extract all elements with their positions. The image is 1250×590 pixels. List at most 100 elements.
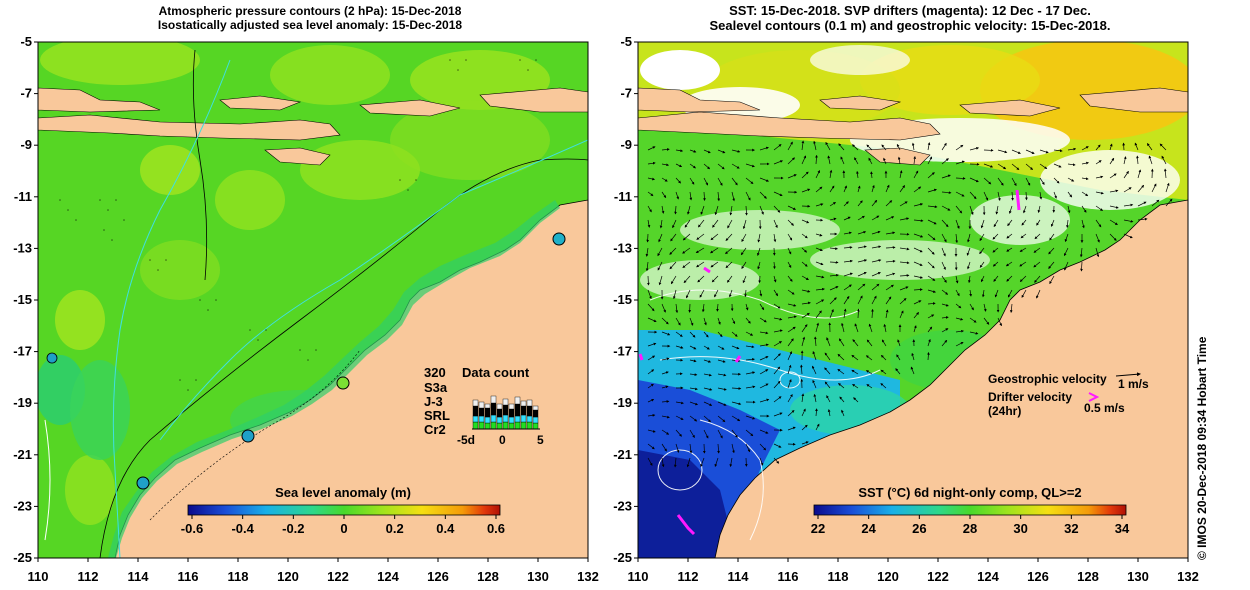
colorbar-tick-label: 32 xyxy=(1064,521,1078,536)
velocity-vector xyxy=(745,443,751,453)
velocity-vector xyxy=(1123,156,1127,165)
data-count-bar-segment xyxy=(490,402,497,416)
velocity-vector xyxy=(801,324,808,333)
velocity-vector xyxy=(645,261,649,272)
velocity-vector xyxy=(1081,161,1090,165)
colorbar-tick-label: 34 xyxy=(1115,521,1130,536)
velocity-vector xyxy=(885,231,896,235)
velocity-vector xyxy=(843,185,847,193)
velocity-vector xyxy=(1039,177,1045,185)
velocity-vector xyxy=(1123,203,1134,207)
velocity-vector xyxy=(1048,261,1055,269)
velocity-vector xyxy=(1050,219,1055,227)
velocity-vector xyxy=(710,261,719,268)
velocity-vector xyxy=(661,191,667,199)
velocity-vector xyxy=(773,275,777,283)
velocity-vector xyxy=(717,191,721,202)
velocity-vector xyxy=(647,289,652,300)
velocity-vector xyxy=(787,326,796,333)
velocity-vector xyxy=(941,303,949,307)
velocity-vector xyxy=(927,219,937,225)
velocity-vector xyxy=(885,216,895,221)
velocity-vector xyxy=(913,288,923,291)
data-count-bar-segment xyxy=(496,408,503,418)
velocity-vector xyxy=(911,352,915,361)
data-count-bar-segment xyxy=(508,403,515,410)
velocity-vector xyxy=(969,289,973,297)
velocity-vector xyxy=(717,345,725,350)
velocity-vector xyxy=(843,295,850,305)
velocity-vector xyxy=(885,200,893,207)
velocity-vector xyxy=(1095,205,1104,211)
x-tick-label: 122 xyxy=(927,569,949,584)
velocity-vector xyxy=(714,289,719,298)
velocity-vector xyxy=(703,149,711,154)
velocity-vector xyxy=(969,303,974,311)
x-tick-label: 126 xyxy=(427,569,449,584)
velocity-vector xyxy=(647,191,654,197)
velocity-vector xyxy=(1025,191,1028,201)
velocity-vector xyxy=(661,457,665,468)
velocity-vector xyxy=(1151,183,1157,193)
velocity-vector xyxy=(647,457,653,466)
data-count-bar-segment xyxy=(496,403,503,410)
velocity-vector xyxy=(670,233,677,242)
velocity-vector xyxy=(1165,198,1173,207)
velocity-vector xyxy=(684,219,691,228)
velocity-vector xyxy=(675,415,684,420)
velocity-vector xyxy=(857,272,867,277)
velocity-vector xyxy=(801,233,808,239)
velocity-vector xyxy=(710,233,719,241)
velocity-vector xyxy=(759,369,769,375)
velocity-vector xyxy=(827,408,831,417)
data-count-bar-segment xyxy=(526,399,533,407)
velocity-vector xyxy=(880,354,887,361)
velocity-vector xyxy=(881,144,887,151)
velocity-vector xyxy=(661,317,669,325)
velocity-vector xyxy=(992,233,999,240)
velocity-vector xyxy=(1165,182,1170,193)
velocity-vector xyxy=(1036,219,1041,226)
velocity-vector xyxy=(759,177,770,182)
velocity-vector xyxy=(1081,177,1089,181)
data-count-bar-segment xyxy=(526,421,533,430)
velocity-vector xyxy=(647,443,655,450)
velocity-vector xyxy=(703,401,713,406)
velocity-vector xyxy=(1134,142,1139,151)
data-count-bar-segment xyxy=(496,416,503,424)
velocity-vector xyxy=(717,443,720,454)
x-tick-label: 122 xyxy=(327,569,349,584)
sla-colorbar-label: Sea level anomaly (m) xyxy=(275,485,411,500)
velocity-vector xyxy=(992,261,999,267)
velocity-vector xyxy=(913,312,920,319)
velocity-vector xyxy=(1053,149,1063,153)
velocity-vector xyxy=(913,275,923,279)
velocity-vector xyxy=(787,247,792,255)
velocity-vector xyxy=(731,429,738,438)
tide-gauge-marker xyxy=(136,476,150,490)
velocity-vector xyxy=(689,401,699,406)
velocity-vector xyxy=(658,275,663,286)
velocity-vector xyxy=(941,158,949,165)
velocity-vector xyxy=(885,272,896,277)
velocity-vector xyxy=(843,216,851,221)
velocity-vector xyxy=(689,163,696,169)
colorbar-tick-label: 24 xyxy=(861,521,876,536)
velocity-vector xyxy=(717,387,727,391)
count-tick-5: 5 xyxy=(537,433,544,447)
velocity-vector xyxy=(829,297,837,305)
x-tick-label: 116 xyxy=(778,569,799,584)
velocity-vector xyxy=(967,233,971,243)
velocity-vector xyxy=(913,247,923,253)
data-count-bar-segment xyxy=(526,405,533,417)
velocity-vector xyxy=(854,157,859,165)
x-tick-label: 118 xyxy=(828,569,849,584)
left-axis-ticks: -5 -7 -9 -11 -13 -15 -17 -19 -21 -23 -25 110 112 114 1… xyxy=(13,34,599,584)
velocity-vector xyxy=(1034,275,1041,283)
velocity-vector xyxy=(745,191,751,201)
velocity-vector xyxy=(1021,289,1027,298)
x-tick-label: 114 xyxy=(128,569,150,584)
velocity-vector xyxy=(1007,219,1013,227)
data-count-bar-segment xyxy=(532,416,539,424)
velocity-vector xyxy=(1151,199,1160,207)
